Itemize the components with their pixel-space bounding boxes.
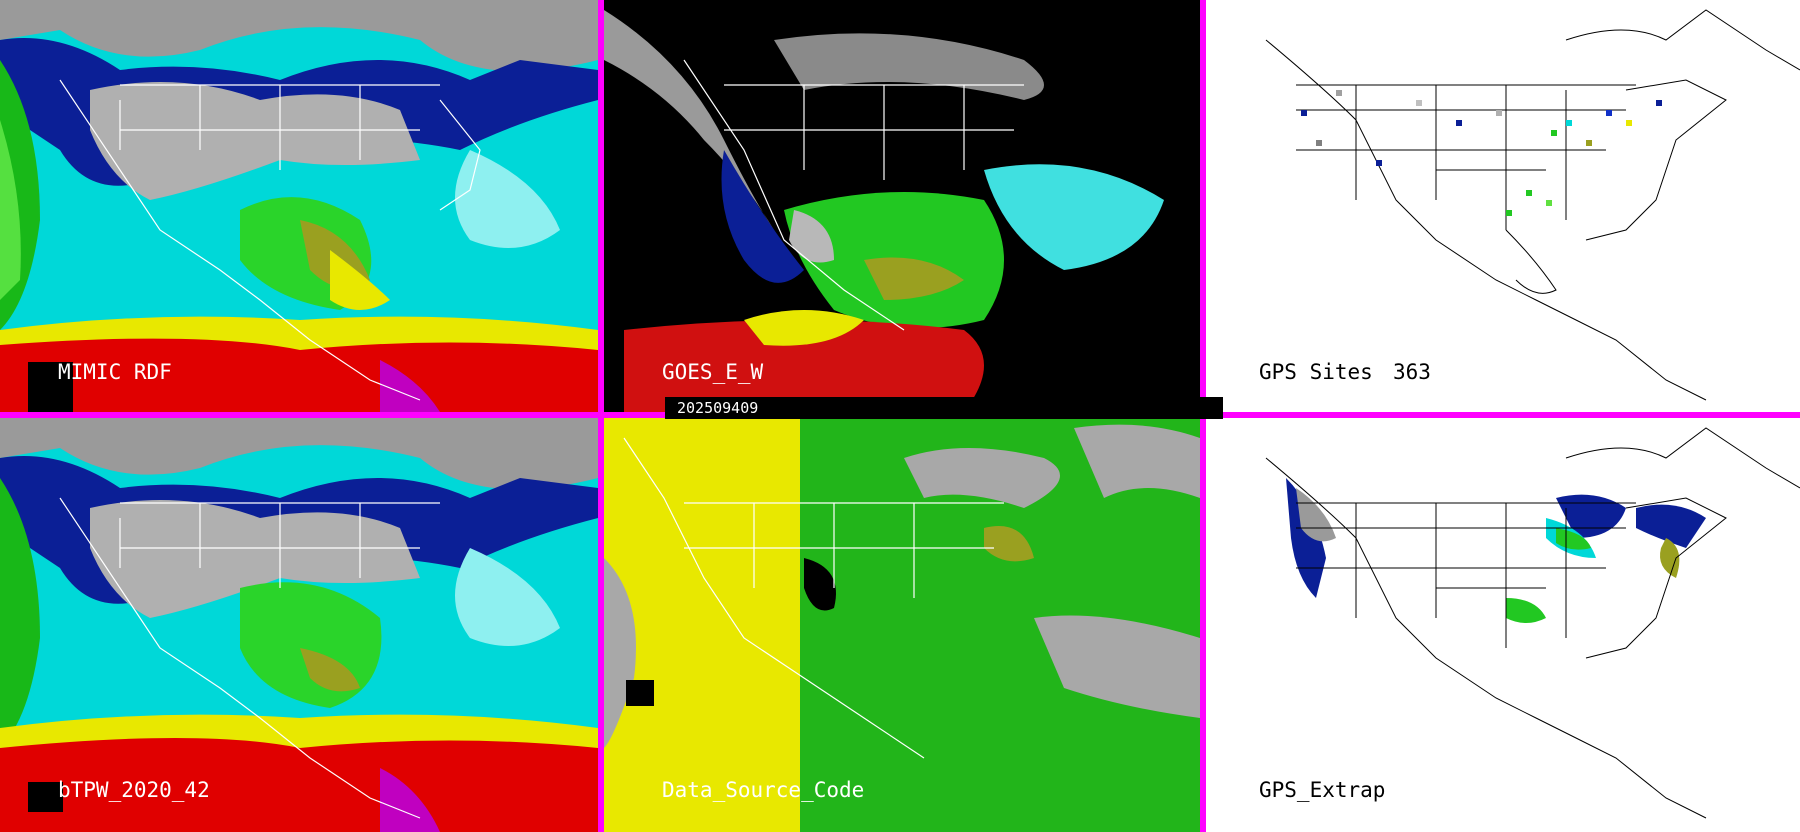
gps-sites-count: 363 <box>1393 360 1431 384</box>
gps-extrap-panel: GPS_Extrap <box>1206 418 1800 832</box>
mimic-rdf-panel: MIMIC RDF <box>0 0 598 412</box>
data-source-panel: Data_Source_Code <box>604 418 1200 832</box>
timestamp-label: 202509409 <box>665 397 1223 419</box>
data-source-label: Data_Source_Code <box>662 778 865 802</box>
gps-extrap-map <box>1265 427 1800 819</box>
gps-extrap-label: GPS_Extrap <box>1259 778 1386 802</box>
gps-sites-panel: GPS Sites 363 <box>1206 0 1800 412</box>
divider-vertical-left <box>598 0 604 832</box>
data-source-map <box>604 418 1200 832</box>
gps-sites-label: GPS Sites <box>1259 360 1373 384</box>
btpw-label: bTPW_2020_42 <box>58 778 210 802</box>
gps-site-markers <box>1301 90 1662 216</box>
mimic-rdf-label: MIMIC RDF <box>58 360 172 384</box>
goes-label: GOES_E_W <box>662 360 764 384</box>
btpw-panel: bTPW_2020_42 <box>0 418 598 832</box>
mimic-rdf-map <box>0 0 598 412</box>
btpw-map <box>0 418 598 832</box>
goes-panel: GOES_E_W <box>604 0 1200 412</box>
goes-map <box>604 0 1200 412</box>
gps-sites-map <box>1265 9 1800 401</box>
